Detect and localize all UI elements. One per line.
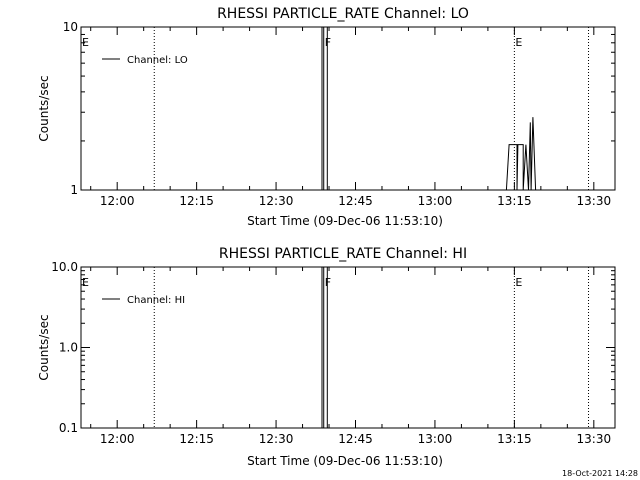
panel-1-legend-label: Channel: LO: [127, 55, 188, 66]
panel-2-flag-label: E: [82, 276, 89, 289]
panel-1-x-tick-label: 12:15: [179, 194, 214, 208]
panel-1-series-line: [321, 26, 537, 191]
panel-2: RHESSI PARTICLE_RATE Channel: HI 12:00 12:…: [37, 246, 616, 468]
panel-1-x-tick-label: 12:45: [338, 194, 373, 208]
panel-2-axis-frame: [80, 266, 616, 429]
panel-2-x-tick-label: 12:30: [259, 432, 294, 446]
panel-1-y-tick-label: 10: [63, 20, 78, 34]
panel-1-flag-label: E: [515, 36, 522, 49]
panel-2-x-tick-label: 13:15: [497, 432, 532, 446]
panel-1: RHESSI PARTICLE_RATE Channel: LO 12:00 12:…: [37, 6, 616, 228]
panel-1-y-axis-label: Counts/sec: [37, 75, 51, 141]
panel-2-flag-label: E: [515, 276, 522, 289]
panel-2-y-tick-label: 1.0: [59, 341, 78, 355]
panel-2-x-tick-label: 12:15: [179, 432, 214, 446]
panel-2-x-tick-label: 13:00: [418, 432, 453, 446]
panel-2-legend-label: Channel: HI: [127, 295, 185, 306]
panel-2-x-tick-label: 12:45: [338, 432, 373, 446]
panel-2-x-tick-label: 13:30: [577, 432, 612, 446]
panel-2-x-axis-label: Start Time (09-Dec-06 11:53:10): [247, 454, 443, 468]
panel-1-x-tick-label: 12:30: [259, 194, 294, 208]
panel-2-x-tick-label: 12:00: [100, 432, 135, 446]
plot-timestamp: 18-Oct-2021 14:28: [562, 469, 638, 478]
panel-2-y-tick-label: 10.0: [51, 260, 78, 274]
panel-1-flag-label: E: [82, 36, 89, 49]
panel-2-series-line: [321, 266, 328, 428]
panel-1-y-tick-label: 1: [70, 183, 78, 197]
panel-1-title: RHESSI PARTICLE_RATE Channel: LO: [217, 6, 469, 22]
panel-2-title: RHESSI PARTICLE_RATE Channel: HI: [219, 246, 467, 262]
panel-1-x-tick-label: 12:00: [100, 194, 135, 208]
panel-1-x-tick-label: 13:30: [577, 194, 612, 208]
panel-1-flag-label: F: [325, 36, 331, 49]
panel-2-y-tick-label: 0.1: [59, 421, 78, 435]
panel-1-x-tick-label: 13:00: [418, 194, 453, 208]
panel-1-x-tick-label: 13:15: [497, 194, 532, 208]
panel-1-x-axis-label: Start Time (09-Dec-06 11:53:10): [247, 214, 443, 228]
panel-2-y-axis-label: Counts/sec: [37, 314, 51, 380]
panel-2-flag-label: F: [325, 276, 331, 289]
